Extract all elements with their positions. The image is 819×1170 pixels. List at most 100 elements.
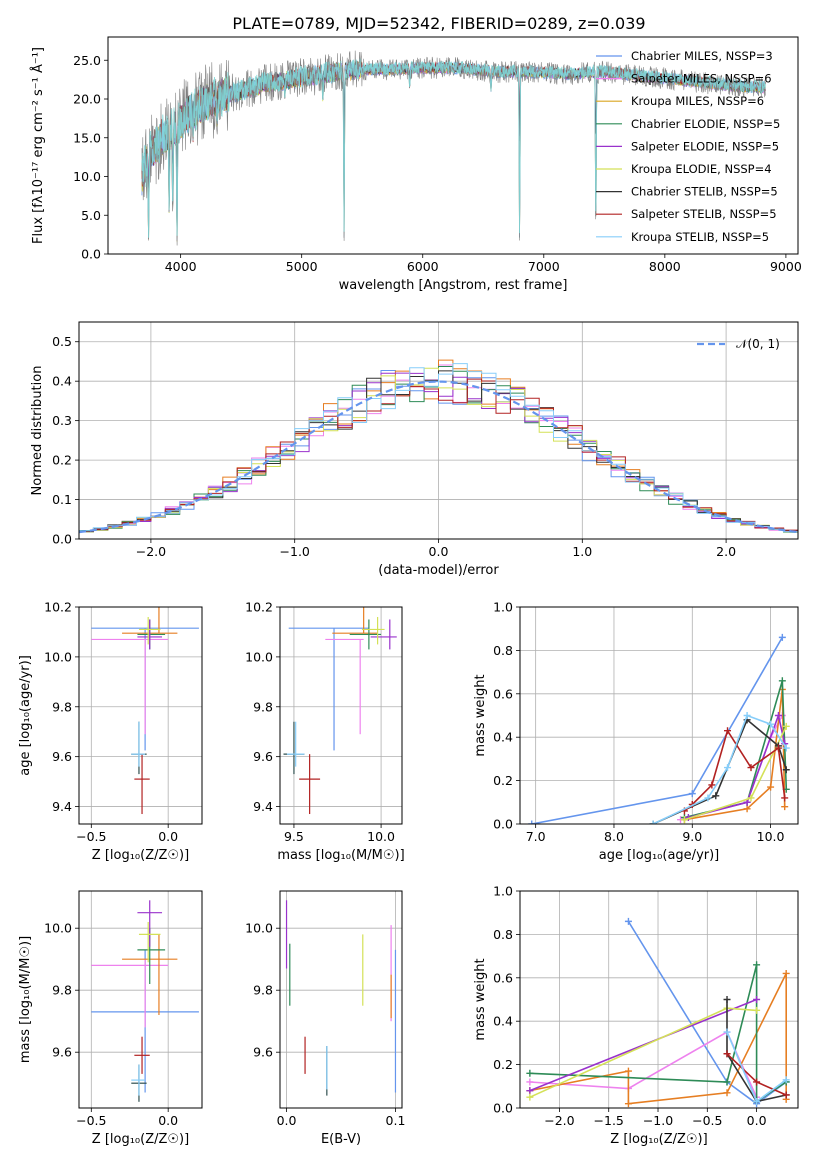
y-tick-label: 9.6	[52, 1045, 72, 1060]
error-bar-point	[288, 627, 369, 751]
x-tick-label: 9.5	[284, 829, 304, 844]
weight-marker	[774, 744, 782, 752]
weight-marker	[778, 677, 786, 685]
x-axis-label: Z [log₁₀(Z/Z☉)]	[610, 1132, 707, 1147]
y-tick-label: 10.0	[44, 649, 72, 664]
y-axis-label: mass [log₁₀(M/M☉)]	[18, 936, 33, 1063]
panel-mass-vs-z: −0.5 0.0 9.6 9.8 10.0 Z [log₁₀(Z/Z☉)] mass [lo…	[18, 890, 203, 1147]
x-tick-label: 0.1	[386, 1113, 406, 1128]
x-tick-label: 9000	[770, 259, 802, 274]
x-tick-label: −2.0	[136, 544, 166, 559]
weight-series	[649, 712, 790, 824]
weight-marker	[743, 805, 751, 813]
y-tick-label: 9.4	[253, 799, 273, 814]
y-tick-label: 10.0	[44, 921, 72, 936]
error-bar-point	[286, 721, 305, 767]
weight-marker	[704, 794, 712, 802]
weight-series-line	[726, 999, 787, 1103]
x-tick-label: 10.0	[367, 829, 395, 844]
y-tick-label: 10.0	[73, 169, 101, 184]
y-tick-label: 20.0	[73, 92, 101, 107]
weight-marker	[526, 1078, 534, 1086]
x-tick-label: 1.0	[572, 544, 592, 559]
y-tick-label: 1.0	[493, 600, 513, 615]
y-tick-label: 9.6	[253, 1045, 273, 1060]
weight-marker	[781, 794, 789, 802]
weight-marker	[778, 633, 786, 641]
x-tick-label: 0.0	[158, 829, 178, 844]
axes-frame	[78, 890, 203, 1109]
weight-marker	[767, 783, 775, 791]
weight-marker	[781, 803, 789, 811]
x-tick-label: −1.5	[594, 1113, 624, 1128]
weight-marker	[688, 790, 696, 798]
legend-label: Kroupa MILES, NSSP=6	[631, 94, 764, 108]
weight-marker	[624, 917, 632, 925]
legend-label: Kroupa STELIB, NSSP=5	[631, 230, 769, 244]
model-spectrum-line-kroupa-stelib	[141, 58, 766, 238]
plot-area	[141, 50, 766, 246]
weight-marker	[774, 712, 782, 719]
panel-age-vs-mass: 9.5 10.0 9.4 9.6 9.8 10.0 10.2 mass [log₁₀(M/M☉…	[245, 600, 405, 864]
x-tick-label: 0.0	[277, 1113, 297, 1128]
y-tick-label: 15.0	[73, 130, 101, 145]
panel-spectrum: 4000 5000 6000 7000 8000 9000 0.0 5.0 10.0 15.0 20…	[30, 36, 802, 293]
y-tick-label: 0.2	[52, 453, 72, 468]
error-bar-point	[131, 1064, 146, 1096]
error-bar-point	[137, 900, 163, 947]
y-tick-label: 25.0	[73, 53, 101, 68]
x-axis-label: mass [log₁₀(M/M☉)]	[277, 848, 404, 863]
y-tick-label: 0.4	[493, 730, 513, 745]
weight-marker	[526, 1069, 534, 1077]
y-tick-label: 9.6	[52, 749, 72, 764]
axes-frame	[279, 890, 403, 1109]
x-tick-label: 8.0	[604, 829, 624, 844]
y-tick-label: 9.8	[52, 699, 72, 714]
legend-label: Chabrier STELIB, NSSP=5	[631, 185, 778, 199]
error-bar-point	[91, 959, 169, 1028]
weight-marker	[649, 820, 657, 824]
weight-series	[526, 996, 761, 1095]
spectrum-legend: Chabrier MILES, NSSP=3 Salpeter MILES, NS…	[596, 49, 780, 244]
x-tick-label: −1.0	[280, 544, 310, 559]
gaussian-reference-line	[79, 380, 798, 534]
y-tick-label: 0.3	[52, 413, 72, 428]
x-tick-label: 0.0	[158, 1113, 178, 1128]
error-bar-point	[299, 754, 321, 815]
weight-series-line	[683, 728, 786, 812]
weight-marker	[782, 744, 790, 752]
error-bar-point	[134, 1036, 150, 1074]
x-tick-label: 0.0	[747, 1113, 767, 1128]
plot-area	[79, 359, 798, 534]
legend-label: Chabrier ELODIE, NSSP=5	[631, 117, 780, 131]
error-bar-point	[370, 619, 397, 650]
weight-marker	[753, 996, 761, 1003]
weight-marker	[753, 1097, 761, 1105]
x-tick-label: 2.0	[716, 544, 736, 559]
y-tick-label: 0.8	[493, 927, 513, 942]
weight-marker	[782, 722, 790, 730]
weight-series-line	[529, 998, 757, 1092]
weight-marker	[753, 961, 761, 969]
weight-marker	[680, 816, 688, 824]
x-tick-label: 0.0	[429, 544, 449, 559]
plot-area	[91, 607, 199, 815]
residual-histogram-line	[79, 363, 798, 533]
y-axis-label: Normed distribution	[30, 366, 45, 496]
weight-marker	[526, 1093, 534, 1101]
weight-marker	[712, 792, 720, 800]
weight-series	[649, 716, 790, 824]
error-bar-point	[283, 721, 305, 775]
x-tick-label: −0.5	[76, 829, 106, 844]
weight-marker	[528, 820, 536, 824]
y-tick-label: 9.8	[52, 983, 72, 998]
plot-area	[283, 607, 397, 815]
y-tick-label: 10.0	[245, 649, 273, 664]
error-bar-point	[134, 754, 150, 815]
weight-series	[526, 969, 790, 1108]
x-tick-label: 5000	[286, 259, 318, 274]
x-tick-label: 7000	[528, 259, 560, 274]
weight-marker	[782, 969, 790, 977]
error-bar-point	[137, 619, 166, 650]
y-tick-label: 0.8	[493, 643, 513, 658]
